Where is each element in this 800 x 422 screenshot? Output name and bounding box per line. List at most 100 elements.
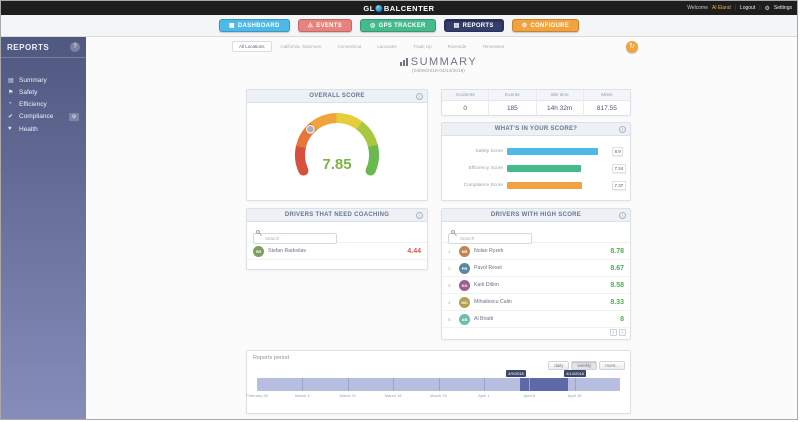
nav-button-gps-tracker[interactable]: ◎ GPS TRACKER xyxy=(360,19,436,32)
score-bar-track xyxy=(507,165,609,172)
gps-tracker-icon: ◎ xyxy=(370,23,376,29)
selection-end-badge: 4/14/2018 xyxy=(564,370,586,377)
info-icon[interactable]: i xyxy=(416,212,423,219)
sidebar-item-summary[interactable]: ▤ Summary xyxy=(1,74,86,86)
period-timeline[interactable]: 4/9/2018 4/14/2018 February 26 March 4 Mar… xyxy=(246,370,620,398)
period-button-daily[interactable]: daily xyxy=(548,361,570,370)
period-button-mont[interactable]: mont... xyxy=(599,361,625,370)
nav-button-label: CONFIGURE xyxy=(530,22,570,29)
driver-row[interactable]: 4. MC Mihailescu Calin 8.33 xyxy=(442,294,630,311)
compliance-icon: ✔ xyxy=(8,114,14,120)
sidebar-item-label: Safety xyxy=(19,88,38,96)
driver-row[interactable]: 5. AB Al Briatti 8 xyxy=(442,311,630,328)
driver-row[interactable]: 1. NR Nolan Ryzek 8.78 xyxy=(442,243,630,260)
driver-name: Mihailescu Calin xyxy=(474,299,512,305)
globe-icon xyxy=(375,4,383,12)
driver-rank: 1. xyxy=(448,248,452,254)
info-icon[interactable]: i xyxy=(416,93,423,100)
nav-button-events[interactable]: ⚠ EVENTS xyxy=(297,19,353,32)
stat-value: 817.55 xyxy=(596,104,617,112)
tab-connecticut[interactable]: Connecticut xyxy=(337,44,362,49)
driver-row[interactable]: 2. PR Pavol Resel 8.67 xyxy=(442,260,630,277)
timeline-tick: March 25 xyxy=(430,393,447,398)
info-icon[interactable]: i xyxy=(619,126,626,133)
sidebar-item-health[interactable]: ♥ Health xyxy=(1,123,86,135)
search-box xyxy=(253,227,337,244)
prev-page-button[interactable]: ‹ xyxy=(610,329,617,336)
stat-value: 0 xyxy=(463,104,467,112)
gear-icon[interactable]: ⚙ xyxy=(69,112,79,121)
tab-tennessee[interactable]: Tennessee xyxy=(482,44,505,49)
driver-name: Stefan Radoslav xyxy=(268,248,307,254)
stat-column-events: Events 185 xyxy=(489,90,537,115)
page-title-row: SUMMARY xyxy=(86,56,791,68)
card-header-label: DRIVERS WITH HIGH SCORE xyxy=(490,212,582,218)
card-header: DRIVERS THAT NEED COACHING i xyxy=(247,209,427,222)
tab-trade-up[interactable]: Trade Up xyxy=(413,44,432,49)
timeline-selection[interactable] xyxy=(520,378,569,391)
brand-text-right: BALCENTER xyxy=(383,3,435,13)
stat-column-idle-time: Idle time 14h 32m xyxy=(536,90,584,115)
score-value: 7.24 xyxy=(612,164,626,173)
tab-all-locations[interactable]: All Locations xyxy=(232,41,272,52)
driver-score: 4.44 xyxy=(407,247,421,255)
welcome-text: Welcome xyxy=(687,5,708,11)
driver-row[interactable]: 3. KD Karli Dillon 8.58 xyxy=(442,277,630,294)
sidebar-item-label: Efficiency xyxy=(19,100,47,108)
card-header-label: DRIVERS THAT NEED COACHING xyxy=(284,212,390,218)
nav-button-label: DASHBOARD xyxy=(237,22,280,29)
help-icon[interactable]: ? xyxy=(70,42,80,52)
driver-name: Karli Dillon xyxy=(474,282,499,288)
settings-link[interactable]: Settings xyxy=(773,5,792,11)
coaching-search-input[interactable] xyxy=(253,233,337,244)
reports-sidebar: REPORTS ? ▤ Summary ⚑ Safety ◔ Efficiency ✔ Com… xyxy=(1,37,86,419)
sidebar-item-efficiency[interactable]: ◔ Efficiency xyxy=(1,98,86,110)
timeline-tick: April 8 xyxy=(523,393,535,398)
summary-icon: ▤ xyxy=(8,77,14,84)
high-score-search-input[interactable] xyxy=(448,233,532,244)
driver-rank: 2. xyxy=(448,265,452,271)
tabs-action-button[interactable]: ↻ xyxy=(626,41,638,53)
nav-button-dashboard[interactable]: ▦ DASHBOARD xyxy=(218,19,290,32)
timeline-tick: April 15 xyxy=(567,393,582,398)
avatar: SR xyxy=(253,245,264,257)
search-icon xyxy=(256,230,260,234)
timeline-tick: March 11 xyxy=(339,393,356,398)
stat-label: Miles xyxy=(583,90,630,101)
stat-label: Incidents xyxy=(442,90,489,101)
nav-button-label: EVENTS xyxy=(316,22,343,29)
tab-riverside[interactable]: Riverside xyxy=(447,44,467,49)
logout-link[interactable]: Logout xyxy=(739,5,756,11)
sidebar-header: REPORTS ? xyxy=(1,37,86,58)
stat-column-miles: Miles 817.55 xyxy=(583,90,630,115)
score-bar xyxy=(507,165,581,172)
period-button-weekly[interactable]: weekly xyxy=(571,361,598,370)
reports-icon: ▤ xyxy=(453,23,460,29)
score-bar-track xyxy=(507,182,609,189)
tab-lancaster[interactable]: Lancaster xyxy=(377,44,398,49)
next-page-button[interactable]: › xyxy=(619,329,626,336)
stat-value: 14h 32m xyxy=(546,104,573,112)
sidebar-item-compliance[interactable]: ✔ Compliance ⚙ xyxy=(1,110,86,123)
driver-score: 8.58 xyxy=(610,281,624,289)
tab-california-stanmore[interactable]: California, Stanmore xyxy=(280,44,322,49)
nav-button-configure[interactable]: ⚙ CONFIGURE xyxy=(511,19,580,32)
page-title: SUMMARY xyxy=(410,56,478,68)
main-nav: ▦ DASHBOARD ⚠ EVENTS ◎ GPS TRACKER ▤ REPORTS ⚙ CO… xyxy=(1,15,797,37)
nav-button-reports[interactable]: ▤ REPORTS xyxy=(443,19,504,32)
health-icon: ♥ xyxy=(8,126,12,132)
pagination: ‹ › xyxy=(610,329,626,336)
sidebar-item-safety[interactable]: ⚑ Safety xyxy=(1,86,86,98)
nav-button-label: REPORTS xyxy=(462,22,494,29)
bar-chart-icon xyxy=(399,58,408,66)
info-icon[interactable]: i xyxy=(619,212,626,219)
driver-name: Pavol Resel xyxy=(474,265,502,271)
brand-text-left: GL xyxy=(363,3,375,13)
session-bar: Welcome Al Eland | Logout | ⚙ Settings xyxy=(687,1,792,15)
driver-score: 8 xyxy=(620,315,624,323)
driver-row[interactable]: SR Stefan Radoslav 4.44 xyxy=(247,243,427,260)
score-bar-track xyxy=(507,148,609,155)
score-row-efficiency-score: Efficiency Score 7.24 xyxy=(442,160,630,177)
stats-grid: Incidents 0 Events 185 Idle time 14h 32m Miles… xyxy=(442,90,630,115)
